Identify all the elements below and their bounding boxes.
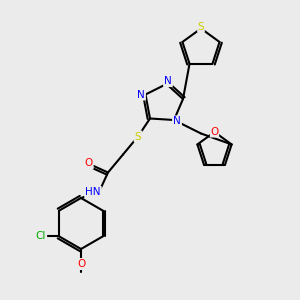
Text: N: N: [137, 89, 145, 100]
Text: S: S: [198, 22, 204, 32]
Text: O: O: [77, 259, 85, 269]
Text: O: O: [210, 127, 219, 137]
Text: O: O: [84, 158, 93, 169]
Text: N: N: [164, 76, 172, 86]
Text: S: S: [135, 131, 141, 142]
Text: HN: HN: [85, 187, 101, 197]
Text: Cl: Cl: [36, 231, 46, 241]
Text: N: N: [173, 116, 181, 127]
